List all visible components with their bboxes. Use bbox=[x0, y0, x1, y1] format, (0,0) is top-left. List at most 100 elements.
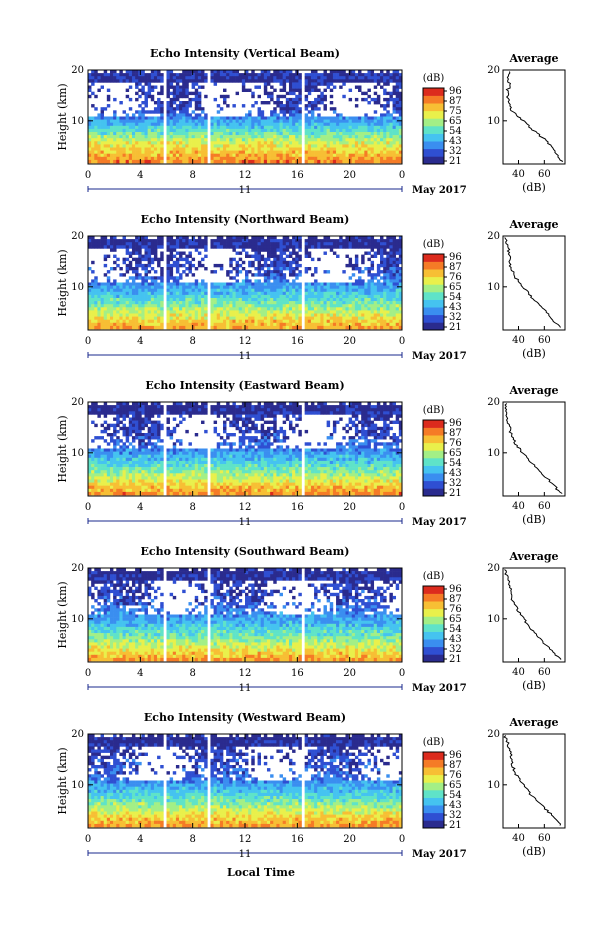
heatmap-cell bbox=[175, 291, 180, 296]
heatmap-cell bbox=[88, 135, 92, 139]
heatmap-cell bbox=[314, 267, 318, 271]
heatmap-cell bbox=[125, 294, 130, 299]
heatmap-cell bbox=[383, 304, 387, 308]
heatmap-cell bbox=[175, 402, 180, 406]
heatmap-cell bbox=[185, 408, 189, 412]
heatmap-cell bbox=[292, 135, 296, 139]
heatmap-cell bbox=[389, 128, 393, 133]
heatmap-cell bbox=[279, 153, 283, 158]
heatmap-cell bbox=[323, 153, 327, 158]
heatmap-cell bbox=[106, 242, 111, 246]
heatmap-cell bbox=[380, 122, 384, 127]
heatmap-cell bbox=[373, 273, 378, 277]
heatmap-cell bbox=[270, 239, 274, 243]
heatmap-cell bbox=[91, 405, 95, 409]
heatmap-cell bbox=[323, 119, 327, 123]
heatmap-cell bbox=[351, 144, 356, 148]
heatmap-cell bbox=[125, 147, 130, 151]
heatmap-cell bbox=[332, 322, 337, 327]
heatmap-cell bbox=[245, 125, 249, 130]
heatmap-cell bbox=[395, 82, 400, 86]
heatmap-cell bbox=[138, 135, 142, 139]
heatmap-cell bbox=[157, 263, 161, 268]
heatmap-cell bbox=[94, 313, 98, 317]
heatmap-cell bbox=[226, 104, 230, 108]
heatmap-cell bbox=[131, 288, 136, 293]
heatmap-cell bbox=[232, 104, 236, 108]
heatmap-cell bbox=[116, 316, 120, 320]
heatmap-cell bbox=[383, 245, 387, 249]
heatmap-cell bbox=[226, 288, 230, 293]
heatmap-cell bbox=[188, 408, 192, 412]
heatmap-cell bbox=[160, 279, 164, 283]
heatmap-cell bbox=[279, 70, 283, 74]
heatmap-cell bbox=[172, 288, 177, 293]
heatmap-cell bbox=[273, 310, 277, 314]
heatmap-cell bbox=[276, 147, 280, 151]
heatmap-cell bbox=[131, 322, 136, 327]
heatmap-cell bbox=[314, 288, 318, 293]
heatmap-cell bbox=[153, 294, 158, 299]
heatmap-cell bbox=[235, 408, 240, 412]
heatmap-cell bbox=[88, 298, 92, 302]
heatmap-cell bbox=[194, 313, 199, 317]
heatmap-cell bbox=[185, 138, 189, 142]
heatmap-cell bbox=[282, 116, 287, 120]
heatmap-cell bbox=[282, 301, 287, 305]
heatmap-cell bbox=[295, 242, 299, 246]
colorbar-unit: (dB) bbox=[423, 73, 445, 84]
heatmap-cell bbox=[160, 236, 164, 240]
heatmap-cell bbox=[389, 153, 393, 158]
heatmap-cell bbox=[288, 132, 293, 136]
heatmap-cell bbox=[216, 291, 221, 296]
heatmap-cell bbox=[204, 236, 208, 240]
heatmap-cell bbox=[342, 135, 346, 139]
heatmap-cell bbox=[329, 70, 334, 74]
heatmap-cell bbox=[398, 251, 403, 255]
heatmap-cell bbox=[109, 147, 114, 151]
heatmap-cell bbox=[376, 405, 381, 409]
panel-1: Echo Intensity (Vertical Beam)1020Height… bbox=[56, 47, 566, 196]
heatmap-cell bbox=[122, 138, 126, 142]
heatmap-cell bbox=[392, 242, 397, 246]
heatmap-cell bbox=[307, 116, 312, 120]
heatmap-cell bbox=[153, 141, 158, 145]
heatmap-cell bbox=[285, 310, 290, 314]
heatmap-cell bbox=[395, 73, 400, 77]
heatmap-cell bbox=[238, 251, 243, 255]
heatmap-cell bbox=[144, 236, 148, 240]
heatmap-cell bbox=[276, 273, 280, 277]
heatmap-cell bbox=[310, 291, 315, 296]
heatmap-cell bbox=[219, 310, 224, 314]
heatmap-cell bbox=[351, 267, 356, 271]
heatmap-cell bbox=[332, 239, 337, 243]
heatmap-cell bbox=[179, 128, 183, 133]
heatmap-cell bbox=[147, 304, 152, 308]
heatmap-cell bbox=[329, 128, 334, 133]
heatmap-cell bbox=[314, 147, 318, 151]
heatmap-cell bbox=[122, 116, 126, 120]
heatmap-cell bbox=[248, 270, 252, 274]
heatmap-cell bbox=[169, 325, 174, 330]
heatmap-cell bbox=[263, 239, 268, 243]
heatmap-cell bbox=[119, 288, 123, 293]
heatmap-cell bbox=[398, 128, 403, 133]
heatmap-cell bbox=[254, 301, 258, 305]
heatmap-cell bbox=[276, 242, 280, 246]
heatmap-cell bbox=[354, 147, 359, 151]
heatmap-cell bbox=[166, 236, 170, 240]
heatmap-cell bbox=[97, 405, 101, 409]
heatmap-cell bbox=[270, 110, 274, 114]
heatmap-cell bbox=[172, 141, 177, 145]
heatmap-cell bbox=[285, 239, 290, 243]
heatmap-cell bbox=[157, 316, 161, 320]
heatmap-cell bbox=[254, 291, 258, 296]
heatmap-cell bbox=[144, 291, 148, 296]
heatmap-cell bbox=[119, 138, 123, 142]
heatmap-cell bbox=[219, 263, 224, 268]
heatmap-cell bbox=[358, 128, 362, 133]
heatmap-cell bbox=[367, 325, 371, 330]
heatmap-cell bbox=[383, 325, 387, 330]
heatmap-cell bbox=[182, 119, 186, 123]
colorbar-segment bbox=[423, 269, 444, 278]
